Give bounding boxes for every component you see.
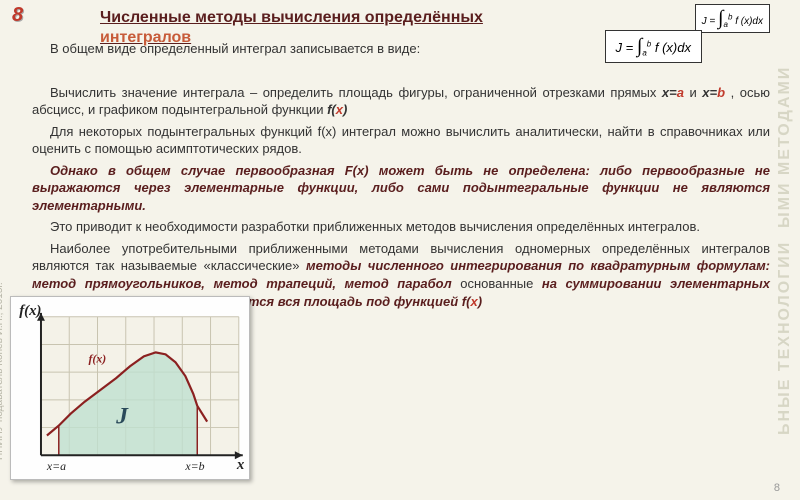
svg-text:J: J xyxy=(115,404,129,430)
svg-text:x: x xyxy=(236,457,245,473)
body-text: В общем виде определенный интеграл запис… xyxy=(32,40,770,314)
p5: Это приводит к необходимости разработки … xyxy=(32,218,770,236)
svg-text:f(x): f(x) xyxy=(88,351,106,365)
p3: Для некоторых подынтегральных функций f(… xyxy=(32,123,770,158)
formula-small: J = ∫ab f (x)dx xyxy=(695,4,770,33)
chart-svg: f(x) x f(x) Jx=a x=b xyxy=(11,297,249,479)
p1: В общем виде определенный интеграл запис… xyxy=(32,40,770,58)
svg-text:x=b: x=b xyxy=(184,459,204,473)
integral-chart: f(x) x f(x) Jx=a x=b xyxy=(10,296,250,480)
page-number-top: 8 xyxy=(12,4,23,27)
p4: Однако в общем случае первообразная F(x)… xyxy=(32,162,770,215)
svg-text:x=a: x=a xyxy=(46,459,66,473)
p2: Вычислить значение интеграла – определит… xyxy=(32,84,770,119)
page-number-bottom: 8 xyxy=(774,482,780,494)
svg-text:f(x): f(x) xyxy=(19,303,41,319)
